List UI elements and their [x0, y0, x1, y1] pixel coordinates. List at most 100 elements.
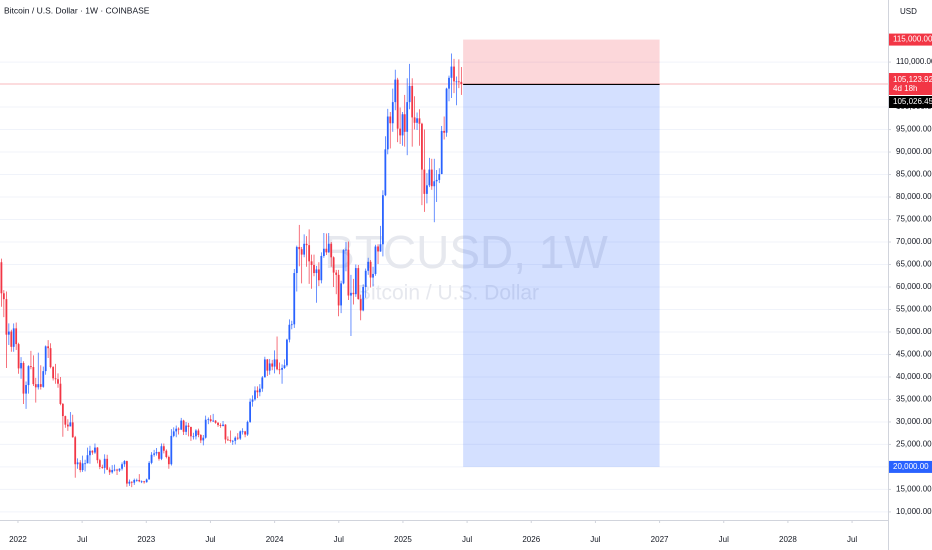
candle-body: [293, 273, 296, 325]
candle-body: [325, 248, 328, 253]
x-tick-label: 2027: [651, 535, 669, 544]
candle-body: [86, 455, 89, 464]
candle-body: [123, 461, 126, 465]
candle-body: [197, 430, 200, 435]
candle-body: [89, 450, 91, 456]
candle-body: [94, 447, 96, 453]
candle-body: [148, 462, 151, 480]
candle-body: [113, 469, 116, 471]
x-tick-label: Jul: [77, 535, 87, 544]
x-tick-label: 2025: [394, 535, 412, 544]
candle-body: [382, 195, 384, 245]
countdown: 4d 18h: [893, 84, 917, 93]
candle-body: [10, 331, 13, 347]
candle-body: [222, 424, 224, 426]
candle-body: [413, 117, 416, 123]
y-tick-label: 55,000.00: [896, 305, 932, 314]
candle-body: [231, 440, 234, 442]
candle-body: [20, 363, 22, 369]
stop-zone: [463, 39, 660, 85]
candle-body: [44, 346, 47, 372]
currency-label: USD: [900, 7, 917, 16]
candle-body: [364, 270, 367, 287]
candle-body: [428, 169, 431, 186]
candle-body: [357, 268, 360, 300]
candle-body: [172, 431, 175, 436]
candle-body: [91, 450, 94, 453]
candle-body: [190, 426, 192, 437]
watermark-subtitle: Bitcoin / U.S. Dollar: [357, 282, 539, 305]
candle-body: [234, 437, 237, 441]
candle-body: [281, 367, 283, 370]
candle-body: [241, 431, 244, 433]
candle-body: [396, 79, 399, 129]
candle-body: [37, 384, 40, 388]
candle-body: [394, 79, 397, 103]
candle-body: [340, 283, 342, 306]
candle-body: [167, 457, 170, 465]
y-tick-label: 90,000.00: [896, 147, 932, 156]
candle-body: [96, 447, 99, 461]
candle-body: [438, 174, 441, 180]
candle-body: [219, 425, 222, 426]
y-tick-label: 110,000.00: [896, 57, 932, 66]
candle-body: [337, 274, 340, 306]
y-tick-label: 85,000.00: [896, 170, 932, 179]
candle-body: [286, 339, 288, 366]
candle-body: [263, 359, 266, 378]
candle-body: [256, 390, 259, 393]
candle-body: [59, 383, 62, 404]
candle-body: [435, 179, 438, 182]
candle-body: [401, 114, 404, 136]
candle-body: [130, 481, 133, 483]
candle-body: [22, 363, 25, 394]
candle-body: [386, 116, 389, 150]
candle-body: [158, 452, 160, 459]
y-tick-label: 15,000.00: [896, 485, 932, 494]
candle-body: [2, 293, 5, 300]
candle-body: [315, 269, 318, 274]
candle-body: [313, 264, 315, 274]
position-tool: [0, 39, 888, 467]
candle-body: [61, 403, 64, 417]
candle-body: [25, 385, 27, 394]
y-tick-label: 35,000.00: [896, 395, 932, 404]
candle-body: [251, 399, 254, 402]
candle-body: [5, 299, 8, 335]
candle-body: [170, 435, 173, 465]
candle-body: [128, 481, 131, 484]
candle-body: [335, 272, 338, 275]
candle-body: [187, 425, 190, 427]
x-tick-label: Jul: [719, 535, 729, 544]
candles: [0, 53, 463, 488]
candle-body: [362, 286, 365, 311]
x-tick-label: 2026: [522, 535, 540, 544]
candle-body: [347, 249, 350, 296]
candle-body: [433, 181, 436, 187]
candle-body: [345, 249, 347, 251]
candle-body: [182, 420, 185, 432]
x-tick-label: Jul: [590, 535, 600, 544]
candle-body: [52, 367, 55, 379]
candle-body: [379, 244, 382, 252]
candle-body: [308, 245, 311, 262]
candle-body: [258, 388, 261, 393]
candle-body: [457, 81, 460, 83]
candle-body: [15, 328, 18, 345]
candle-body: [103, 458, 106, 468]
candle-body: [126, 461, 128, 484]
candle-body: [440, 130, 443, 175]
candle-body: [268, 363, 271, 371]
candle-body: [290, 324, 293, 326]
candle-body: [76, 462, 79, 465]
candle-body: [81, 463, 84, 471]
y-tick-label: 70,000.00: [896, 237, 932, 246]
candle-body: [143, 481, 146, 483]
candle-body: [202, 437, 205, 441]
y-tick-label: 75,000.00: [896, 215, 932, 224]
candle-body: [300, 249, 303, 255]
chart-title: Bitcoin / U.S. Dollar · 1W · COINBASE: [4, 5, 150, 15]
candle-body: [175, 428, 178, 432]
candle-body: [101, 466, 104, 468]
